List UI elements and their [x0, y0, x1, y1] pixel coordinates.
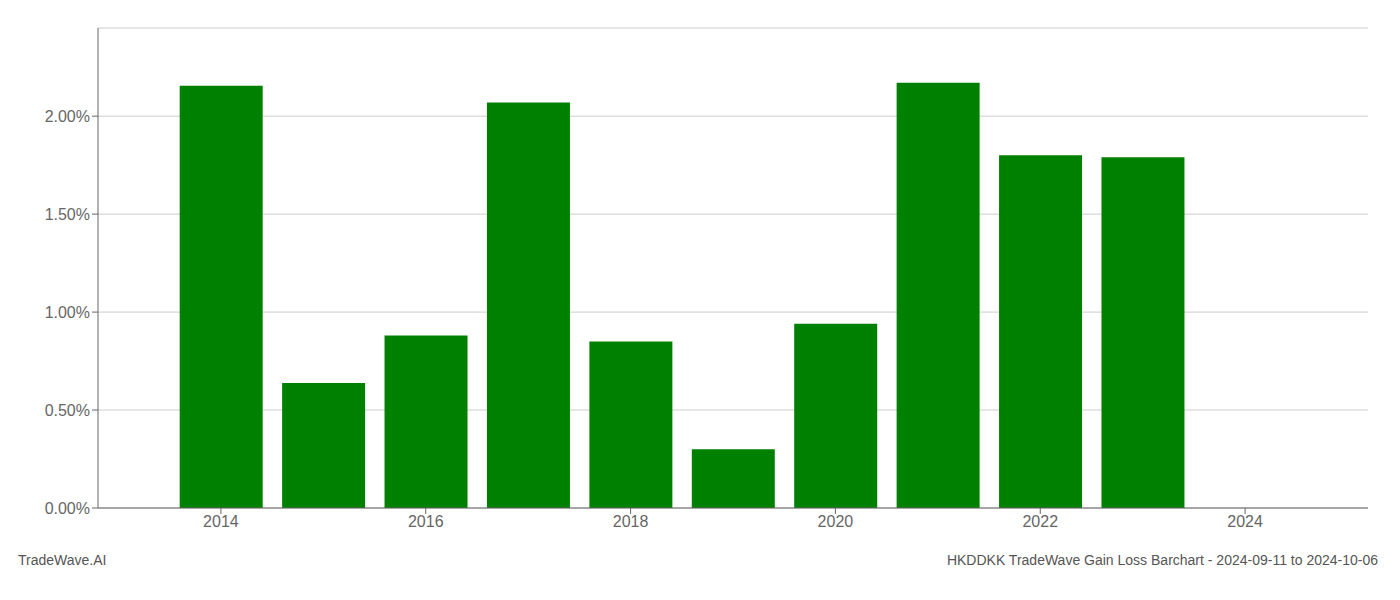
svg-text:1.00%: 1.00% [45, 304, 90, 321]
svg-text:2022: 2022 [1022, 513, 1058, 530]
html-text:HKDDKK TradeWave Gain Loss Bar: HKDDKK TradeWave Gain Loss Barchart - 20… [946, 552, 1378, 568]
svg-text:1.50%: 1.50% [45, 206, 90, 223]
svg-text:0.50%: 0.50% [45, 402, 90, 419]
svg-text:2014: 2014 [203, 513, 239, 530]
svg-text:2024: 2024 [1227, 513, 1263, 530]
svg-text:2020: 2020 [818, 513, 854, 530]
svg-text:2.00%: 2.00% [45, 108, 90, 125]
svg-text:2016: 2016 [408, 513, 444, 530]
svg-text:0.00%: 0.00% [45, 500, 90, 517]
svg-text:2018: 2018 [613, 513, 649, 530]
html-text:TradeWave.AI: TradeWave.AI [18, 552, 107, 568]
